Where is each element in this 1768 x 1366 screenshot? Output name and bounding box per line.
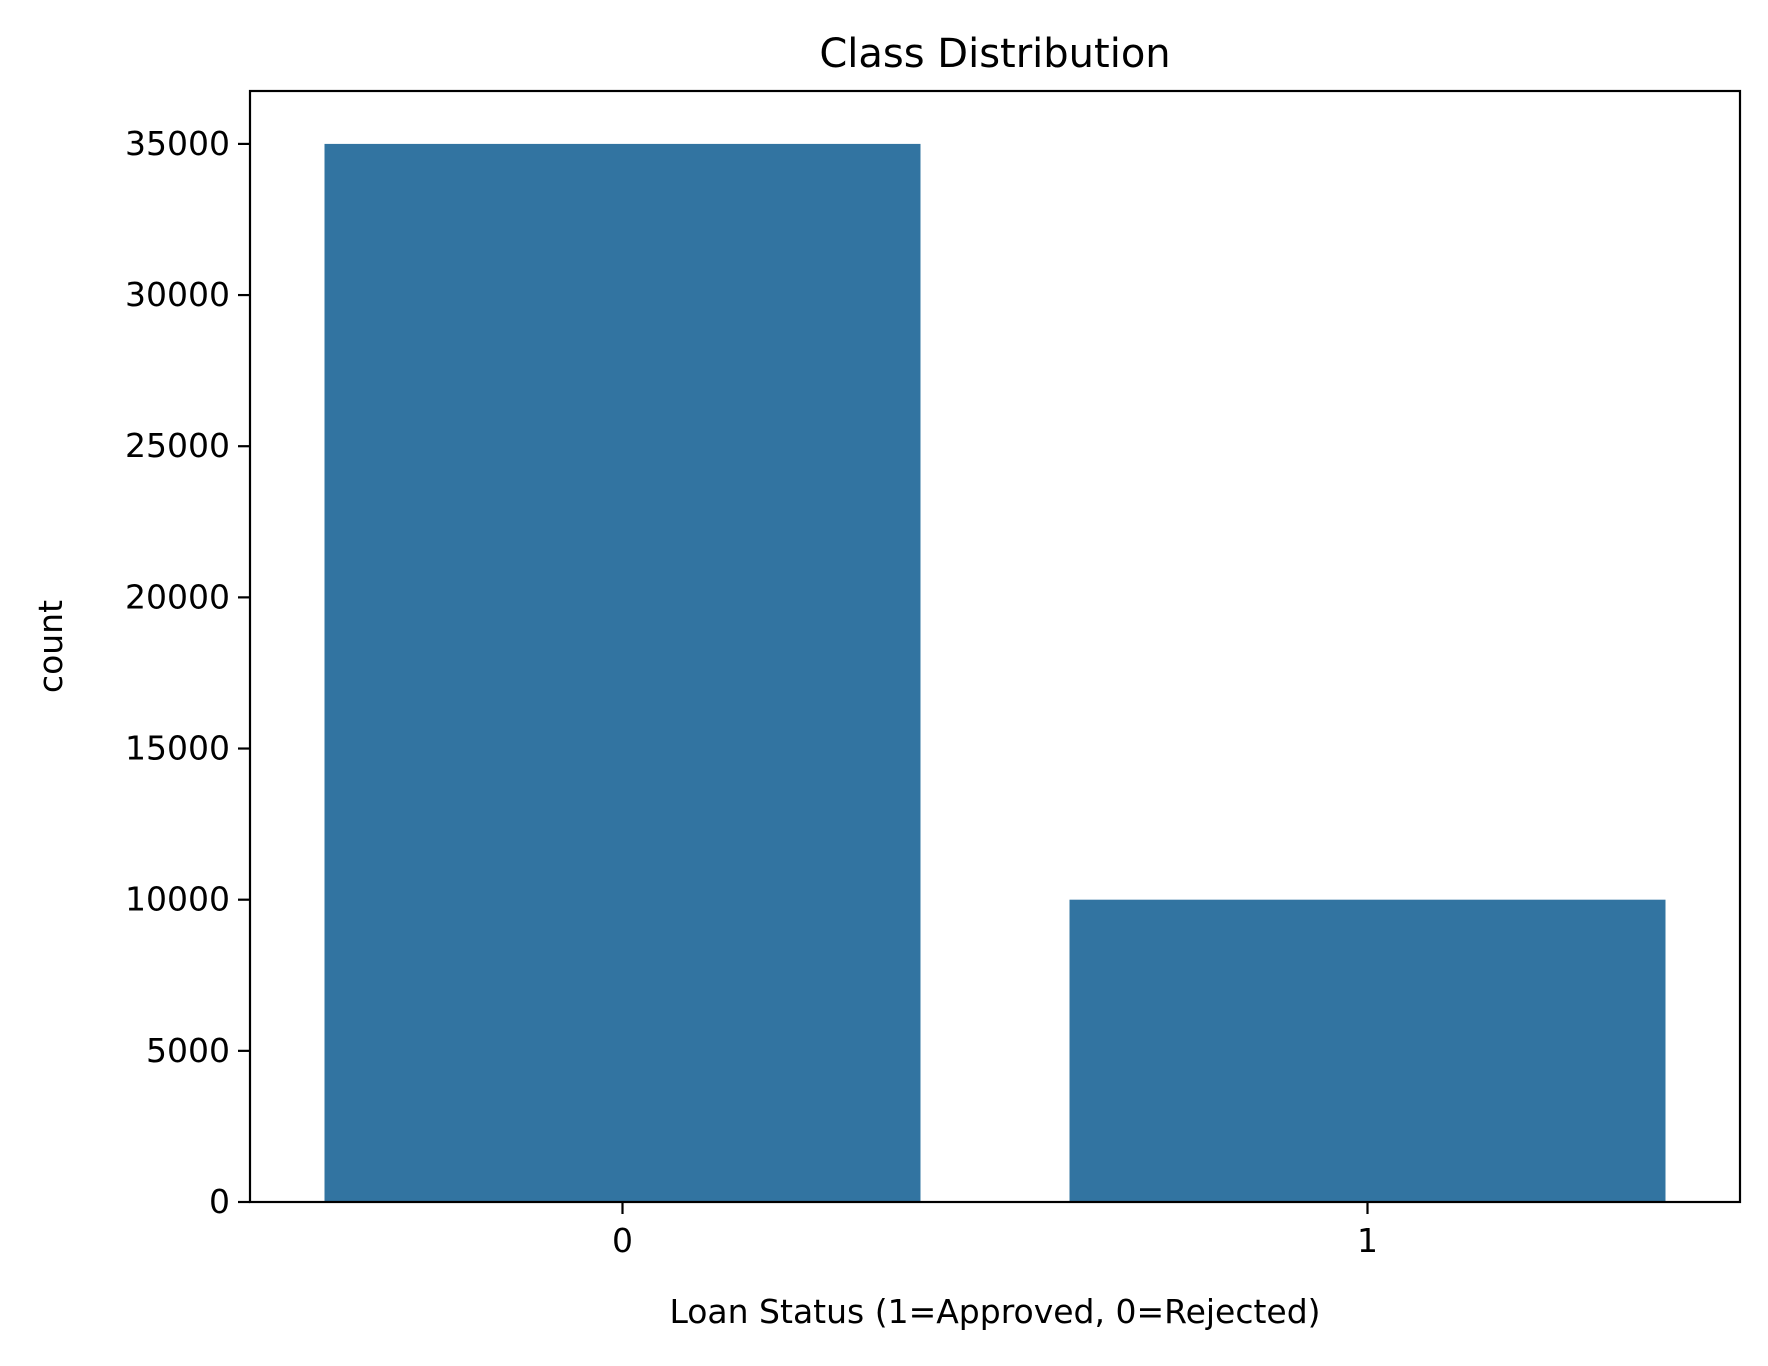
bar-1 (1069, 899, 1666, 1202)
y-tick-label: 10000 (125, 880, 230, 919)
y-tick-label: 5000 (146, 1031, 230, 1070)
x-tick-label: 0 (612, 1221, 633, 1260)
chart-title: Class Distribution (819, 31, 1170, 77)
x-axis-label: Loan Status (1=Approved, 0=Rejected) (669, 1292, 1320, 1331)
y-tick-label: 30000 (125, 275, 230, 314)
y-tick-label: 35000 (125, 124, 230, 163)
y-axis: 0 5000 10000 15000 20000 25000 30000 35000 (125, 124, 250, 1221)
x-tick-label: 1 (1357, 1221, 1378, 1260)
bars-group (324, 143, 1666, 1202)
y-tick-label: 0 (209, 1182, 230, 1221)
bar-0 (324, 143, 921, 1202)
y-tick-label: 20000 (125, 577, 230, 616)
y-tick-label: 15000 (125, 729, 230, 768)
plot-frame (248, 89, 1742, 1204)
y-tick-label: 25000 (125, 426, 230, 465)
y-axis-label: count (31, 600, 70, 693)
